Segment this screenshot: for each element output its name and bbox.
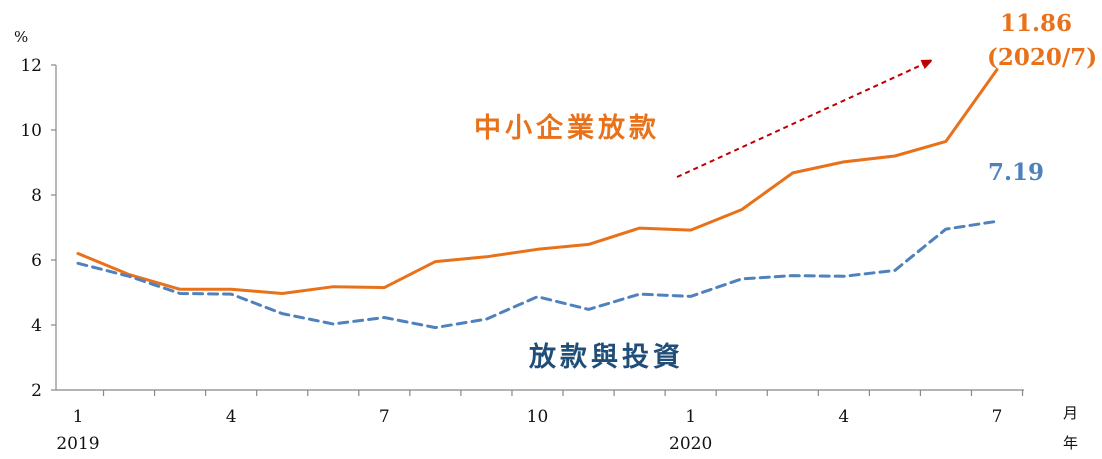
x-tick-label: 7: [379, 407, 390, 427]
y-tick-label: 10: [20, 121, 42, 141]
y-axis-unit: %: [14, 28, 28, 46]
x-tick-label: 1: [73, 407, 84, 427]
series-line-loans-investments: [76, 219, 999, 330]
trend-arrow: [676, 62, 928, 178]
y-tick-label: 6: [31, 251, 42, 271]
y-tick-label: 8: [31, 186, 42, 206]
x-year-label: 2019: [56, 434, 99, 454]
x-tick-label: 1: [685, 407, 696, 427]
y-tick-label: 4: [31, 316, 42, 336]
series-label-loans-investments: 放款與投資: [528, 341, 684, 373]
y-tick-label: 2: [31, 381, 42, 401]
x-tick-label: 10: [527, 407, 549, 427]
series-line-sme-loans: [76, 68, 999, 295]
x-tick-label: 4: [226, 407, 237, 427]
x-ticks: 1 4 7 10 1 4 7 2019 2020: [56, 390, 1024, 454]
y-tick-label: 12: [20, 56, 42, 76]
annotation-sme-end-date: (2020/7): [987, 44, 1097, 71]
series-group: [76, 68, 999, 330]
annotation-sme-end-value: 11.86: [1000, 10, 1072, 37]
y-ticks: 2 4 6 8 10 12: [20, 56, 56, 401]
x-axis-unit-month: 月: [1063, 404, 1078, 422]
x-tick-label: 7: [992, 407, 1003, 427]
annotation-total-end-value: 7.19: [988, 159, 1044, 186]
x-year-label: 2020: [669, 434, 712, 454]
x-axis-unit-year: 年: [1063, 434, 1078, 452]
series-label-sme-loans: 中小企業放款: [474, 112, 660, 144]
x-tick-label: 4: [838, 407, 849, 427]
